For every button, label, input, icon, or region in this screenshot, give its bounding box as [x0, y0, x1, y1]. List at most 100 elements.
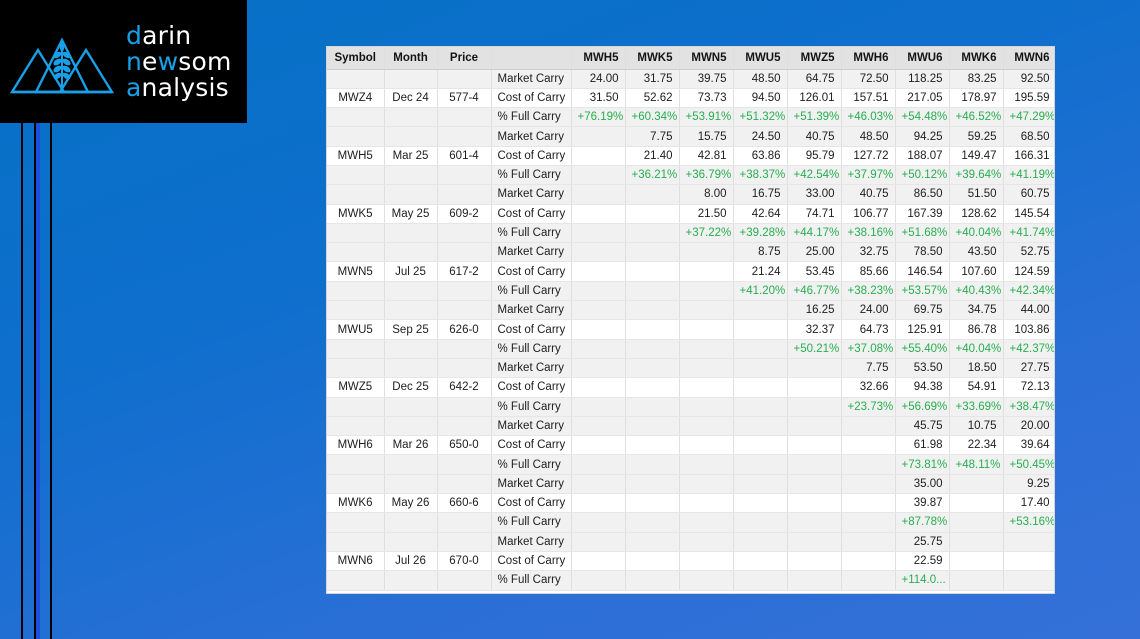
cell-pct-full-carry-value[interactable]: +60.34%	[625, 107, 680, 128]
cell-market-carry-value[interactable]: 78.50	[895, 242, 950, 263]
cell-cost-of-carry-value[interactable]: 124.59	[1003, 261, 1054, 282]
cell-cost-of-carry-value[interactable]: 125.91	[895, 319, 950, 340]
cell-market-carry-value[interactable]: 35.00	[895, 474, 950, 495]
cell-month[interactable]: Jul 25	[384, 261, 438, 282]
cell-cost-of-carry-value[interactable]: 63.86	[733, 146, 788, 166]
cell-market-carry-value[interactable]: 24.50	[733, 126, 788, 147]
cell-cost-of-carry-value[interactable]: 157.51	[841, 88, 896, 109]
cell-pct-full-carry-value[interactable]: +44.17%	[787, 223, 842, 244]
cell-cost-of-carry-value[interactable]: 128.62	[949, 204, 1004, 224]
cell-pct-full-carry-value[interactable]: +33.69%	[949, 397, 1004, 417]
cell-pct-full-carry-value[interactable]: +53.16%	[1003, 512, 1054, 533]
table-row[interactable]: % Full Carry +36.21% +36.79% +38.37% +42.54%…	[327, 165, 1054, 186]
cell-symbol[interactable]: MWN6	[327, 551, 385, 572]
cell-pct-full-carry-value[interactable]: +51.39%	[787, 107, 842, 128]
cell-cost-of-carry-value[interactable]: 72.13	[1003, 377, 1054, 398]
cell-pct-full-carry-value[interactable]: +46.77%	[787, 281, 842, 302]
cell-market-carry-value[interactable]: 39.75	[679, 69, 734, 89]
column-header-mwh5[interactable]: MWH5	[571, 47, 626, 70]
table-row[interactable]: % Full Carry +41.20% +46.77% +38.23% +53.57%…	[327, 281, 1054, 302]
cell-cost-of-carry-value[interactable]: 21.40	[625, 146, 680, 166]
cell-pct-full-carry-value[interactable]: +40.43%	[949, 281, 1004, 302]
table-row[interactable]: MWH5 Mar 25 601-4 Cost of Carry 21.40 42.81 63…	[327, 146, 1054, 166]
table-row[interactable]: Market Carry 7.75 15.75 24.50 40.75 48.50 94.2…	[327, 126, 1054, 147]
cell-symbol[interactable]: MWK5	[327, 204, 385, 224]
cell-price[interactable]: 670-0	[437, 551, 492, 572]
cell-cost-of-carry-value[interactable]: 53.45	[787, 261, 842, 282]
cell-cost-of-carry-value[interactable]: 106.77	[841, 204, 896, 224]
table-row[interactable]: MWU5 Sep 25 626-0 Cost of Carry 32.37 64.73 12…	[327, 319, 1054, 340]
cell-price[interactable]: 577-4	[437, 88, 492, 109]
table-row[interactable]: Market Carry 16.25 24.00 69.75 34.75 44.00	[327, 300, 1054, 321]
cell-cost-of-carry-value[interactable]: 95.79	[787, 146, 842, 166]
cell-cost-of-carry-value[interactable]: 17.40	[1003, 493, 1054, 514]
cell-market-carry-value[interactable]: 52.75	[1003, 242, 1054, 263]
cell-cost-of-carry-value[interactable]: 73.73	[679, 88, 734, 109]
cell-market-carry-value[interactable]: 34.75	[949, 300, 1004, 321]
cell-symbol[interactable]: MWH6	[327, 435, 385, 456]
cell-market-carry-value[interactable]: 10.75	[949, 416, 1004, 437]
cell-month[interactable]: May 26	[384, 493, 438, 514]
table-row[interactable]: % Full Carry +73.81% +48.11% +50.45%	[327, 454, 1054, 475]
table-row[interactable]: % Full Carry +50.21% +37.08% +55.40% +40.04%…	[327, 339, 1054, 359]
column-header-mwz5[interactable]: MWZ5	[787, 47, 842, 70]
cell-pct-full-carry-value[interactable]: +42.37%	[1003, 339, 1054, 359]
cell-pct-full-carry-value[interactable]: +42.34%	[1003, 281, 1054, 302]
table-row[interactable]: Market Carry 45.75 10.75 20.00	[327, 416, 1054, 437]
cell-cost-of-carry-value[interactable]: 32.37	[787, 319, 842, 340]
cell-cost-of-carry-value[interactable]: 126.01	[787, 88, 842, 109]
cell-market-carry-value[interactable]: 33.00	[787, 184, 842, 205]
cell-cost-of-carry-value[interactable]: 21.24	[733, 261, 788, 282]
cell-market-carry-value[interactable]: 7.75	[625, 126, 680, 147]
cell-cost-of-carry-value[interactable]: 188.07	[895, 146, 950, 166]
cell-cost-of-carry-value[interactable]: 217.05	[895, 88, 950, 109]
cell-market-carry-value[interactable]: 94.25	[895, 126, 950, 147]
cell-symbol[interactable]: MWN5	[327, 261, 385, 282]
cell-pct-full-carry-value[interactable]: +114.0...	[895, 570, 950, 591]
table-row[interactable]: MWZ4 Dec 24 577-4 Cost of Carry 31.50 52.62 73…	[327, 88, 1054, 109]
column-header-mwh6[interactable]: MWH6	[841, 47, 896, 70]
cell-price[interactable]: 642-2	[437, 377, 492, 398]
cell-market-carry-value[interactable]: 48.50	[841, 126, 896, 147]
cell-market-carry-value[interactable]: 20.00	[1003, 416, 1054, 437]
cell-cost-of-carry-value[interactable]: 42.81	[679, 146, 734, 166]
cell-pct-full-carry-value[interactable]: +53.57%	[895, 281, 950, 302]
cell-month[interactable]: Mar 26	[384, 435, 438, 456]
cell-pct-full-carry-value[interactable]: +36.79%	[679, 165, 734, 186]
cell-price[interactable]: 617-2	[437, 261, 492, 282]
cell-pct-full-carry-value[interactable]: +50.45%	[1003, 454, 1054, 475]
cell-cost-of-carry-value[interactable]: 64.73	[841, 319, 896, 340]
cell-pct-full-carry-value[interactable]: +87.78%	[895, 512, 950, 533]
table-row[interactable]: % Full Carry +87.78% +53.16%	[327, 512, 1054, 533]
cell-cost-of-carry-value[interactable]: 107.60	[949, 261, 1004, 282]
cell-market-carry-value[interactable]: 44.00	[1003, 300, 1054, 321]
cell-market-carry-value[interactable]: 15.75	[679, 126, 734, 147]
cell-price[interactable]: 609-2	[437, 204, 492, 224]
cell-cost-of-carry-value[interactable]: 167.39	[895, 204, 950, 224]
cell-pct-full-carry-value[interactable]: +46.03%	[841, 107, 896, 128]
cell-pct-full-carry-value[interactable]: +38.23%	[841, 281, 896, 302]
cell-pct-full-carry-value[interactable]: +50.12%	[895, 165, 950, 186]
cell-cost-of-carry-value[interactable]: 39.87	[895, 493, 950, 514]
table-row[interactable]: Market Carry 24.00 31.75 39.75 48.50 64.75 72.…	[327, 69, 1054, 89]
table-row[interactable]: MWN6 Jul 26 670-0 Cost of Carry 22.59	[327, 551, 1054, 572]
cell-market-carry-value[interactable]: 48.50	[733, 69, 788, 89]
column-header-month[interactable]: Month	[384, 47, 438, 70]
cell-pct-full-carry-value[interactable]: +51.68%	[895, 223, 950, 244]
table-row[interactable]: % Full Carry +76.19% +60.34% +53.91% +51.32%…	[327, 107, 1054, 128]
cell-market-carry-value[interactable]: 9.25	[1003, 474, 1054, 495]
column-header-mwn5[interactable]: MWN5	[679, 47, 734, 70]
cell-cost-of-carry-value[interactable]: 61.98	[895, 435, 950, 456]
cell-cost-of-carry-value[interactable]: 22.34	[949, 435, 1004, 456]
cell-market-carry-value[interactable]: 7.75	[841, 358, 896, 379]
cell-pct-full-carry-value[interactable]: +46.52%	[949, 107, 1004, 128]
table-row[interactable]: Market Carry 8.00 16.75 33.00 40.75 86.50 51.5…	[327, 184, 1054, 205]
cell-market-carry-value[interactable]: 25.75	[895, 532, 950, 552]
cell-cost-of-carry-value[interactable]: 85.66	[841, 261, 896, 282]
cell-month[interactable]: Dec 25	[384, 377, 438, 398]
cell-cost-of-carry-value[interactable]: 94.38	[895, 377, 950, 398]
cell-pct-full-carry-value[interactable]: +55.40%	[895, 339, 950, 359]
cell-pct-full-carry-value[interactable]: +37.22%	[679, 223, 734, 244]
cell-market-carry-value[interactable]: 40.75	[841, 184, 896, 205]
cell-price[interactable]: 601-4	[437, 146, 492, 166]
